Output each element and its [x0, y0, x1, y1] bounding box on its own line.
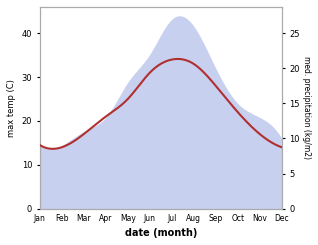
- Y-axis label: max temp (C): max temp (C): [7, 79, 16, 137]
- Y-axis label: med. precipitation (kg/m2): med. precipitation (kg/m2): [302, 56, 311, 159]
- X-axis label: date (month): date (month): [125, 228, 197, 238]
